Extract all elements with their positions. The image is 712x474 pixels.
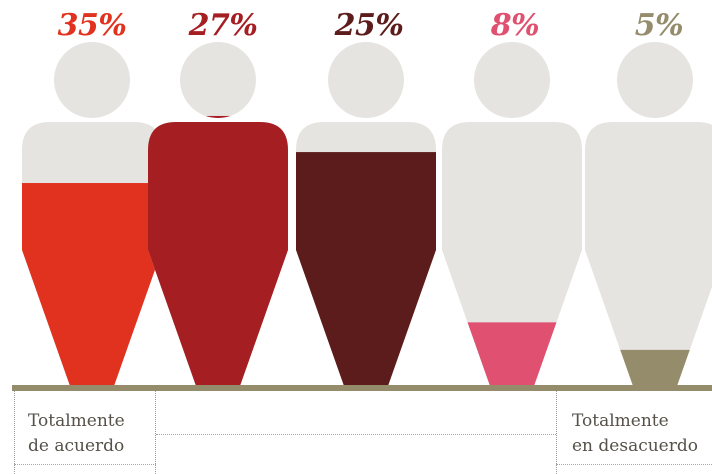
person-fill-1 bbox=[22, 183, 162, 386]
person-head-5 bbox=[617, 42, 693, 118]
legend-box-left bbox=[14, 391, 156, 474]
person-fill-5 bbox=[585, 349, 712, 386]
legend-left-line1: Totalmente bbox=[28, 411, 125, 431]
legend-divider-middle bbox=[156, 434, 556, 435]
legend-left-text: Totalmente de acuerdo bbox=[28, 409, 125, 459]
legend-left-line2: de acuerdo bbox=[28, 436, 125, 456]
person-figure-5 bbox=[585, 42, 712, 386]
person-body-5 bbox=[585, 122, 712, 386]
legend-right-line1: Totalmente bbox=[572, 411, 669, 431]
person-head-4 bbox=[474, 42, 550, 118]
person-fill-3 bbox=[296, 152, 436, 386]
person-head-3 bbox=[328, 42, 404, 118]
person-body-4 bbox=[442, 122, 582, 386]
person-head-1 bbox=[54, 42, 130, 118]
legend-right-text: Totalmente en desacuerdo bbox=[572, 409, 698, 459]
legend-right-line2: en desacuerdo bbox=[572, 436, 698, 456]
percent-label-4: 8% bbox=[490, 8, 540, 43]
baseline bbox=[12, 385, 712, 391]
percent-label-5: 5% bbox=[634, 8, 684, 43]
person-figure-3 bbox=[296, 42, 436, 386]
person-figure-1 bbox=[22, 42, 162, 386]
legend-divider-right bbox=[556, 464, 712, 465]
person-fill-4 bbox=[442, 322, 582, 386]
percent-label-1: 35% bbox=[57, 8, 127, 43]
person-fill-2 bbox=[148, 115, 288, 386]
percent-label-3: 25% bbox=[334, 8, 404, 43]
person-figure-2 bbox=[148, 42, 288, 386]
person-figure-4 bbox=[442, 42, 582, 386]
legend-box-right bbox=[556, 391, 712, 474]
percent-label-2: 27% bbox=[188, 8, 258, 43]
legend-divider-left bbox=[14, 464, 156, 465]
person-head-2 bbox=[180, 42, 256, 118]
